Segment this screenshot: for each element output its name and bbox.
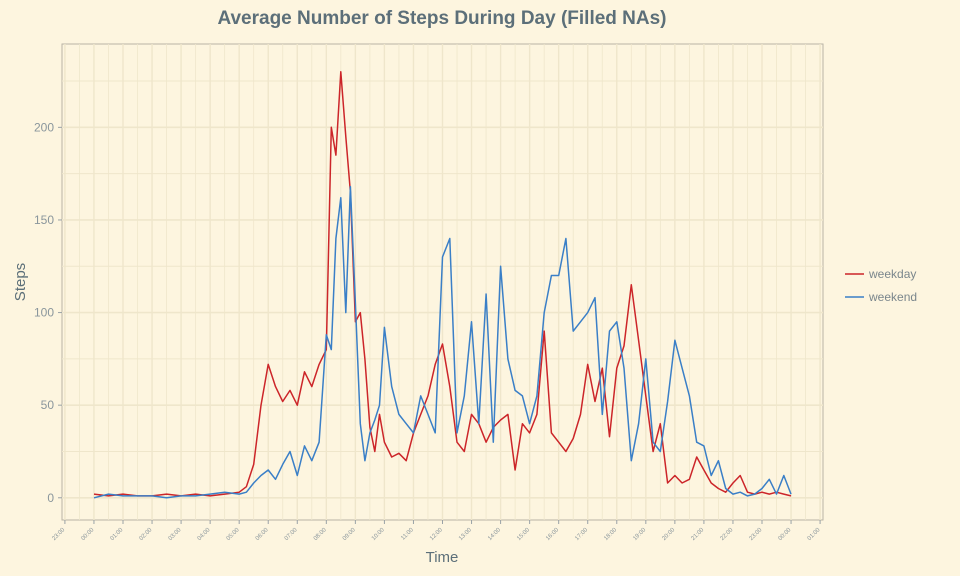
y-axis-title: Steps [12, 263, 29, 301]
y-axis-ticks: 0 50 100 150 200 [34, 120, 62, 505]
grid [62, 44, 823, 520]
x-tick-label: 20:00 [661, 527, 676, 542]
x-tick-label: 00:00 [778, 527, 793, 542]
series-line-weekend [93, 185, 792, 499]
x-tick-label: 06:00 [255, 527, 270, 542]
x-tick-label: 04:00 [197, 527, 212, 542]
legend: weekday weekend [845, 267, 917, 304]
legend-label-weekend: weekend [868, 290, 917, 304]
x-tick-label: 00:00 [81, 527, 96, 542]
x-axis-title: Time [426, 549, 459, 566]
x-tick-label: 03:00 [168, 527, 183, 542]
x-tick-label: 11:00 [400, 527, 415, 542]
y-tick-label: 200 [34, 120, 54, 134]
x-tick-label: 15:00 [516, 527, 531, 542]
series-lines [93, 71, 792, 499]
x-tick-label: 08:00 [313, 527, 328, 542]
x-axis-ticks: 23:00 00:00 01:00 02:00 03:00 04:00 05:00 06:00… [51, 520, 822, 542]
x-tick-label: 12:00 [429, 527, 444, 542]
x-tick-label: 23:00 [51, 527, 66, 542]
x-tick-label: 23:00 [749, 527, 764, 542]
y-tick-label: 0 [47, 491, 54, 505]
x-tick-label: 18:00 [603, 527, 618, 542]
x-tick-label: 01:00 [807, 527, 822, 542]
x-tick-label: 14:00 [487, 527, 502, 542]
x-tick-label: 07:00 [284, 527, 299, 542]
x-tick-label: 10:00 [371, 527, 386, 542]
x-tick-label: 09:00 [342, 527, 357, 542]
series-line-weekday [93, 71, 792, 497]
y-tick-label: 50 [41, 398, 55, 412]
x-tick-label: 13:00 [458, 527, 473, 542]
x-tick-label: 02:00 [139, 527, 154, 542]
x-tick-label: 01:00 [110, 527, 125, 542]
x-tick-label: 16:00 [545, 527, 560, 542]
x-tick-label: 22:00 [720, 527, 735, 542]
legend-label-weekday: weekday [868, 267, 916, 281]
chart-title: Average Number of Steps During Day (Fill… [217, 8, 666, 29]
x-tick-label: 17:00 [574, 527, 589, 542]
y-tick-label: 150 [34, 213, 54, 227]
x-tick-label: 05:00 [226, 527, 241, 542]
y-tick-label: 100 [34, 306, 54, 320]
x-tick-label: 21:00 [690, 527, 705, 542]
x-tick-label: 19:00 [632, 527, 647, 542]
